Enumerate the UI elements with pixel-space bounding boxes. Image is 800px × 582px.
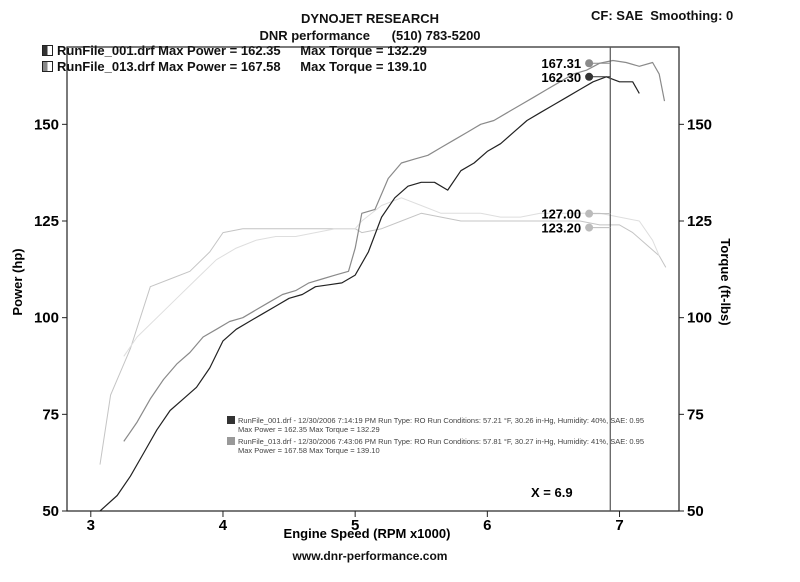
legend-max-torque: Max Torque = 139.10 xyxy=(300,59,427,74)
run-info-swatch-icon xyxy=(227,416,235,424)
cursor-readout: X = 6.9 xyxy=(531,485,573,500)
cursor-value-dot xyxy=(585,223,594,232)
legend-swatch-icon xyxy=(42,61,53,72)
y-tick-label: 150 xyxy=(34,116,59,133)
x-tick-label: 3 xyxy=(87,517,95,534)
y2-axis-label: Torque (ft-lbs) xyxy=(718,238,733,325)
run-info-box: RunFile_001.drf - 12/30/2006 7:14:19 PM … xyxy=(227,416,644,455)
y-axis-label: Power (hp) xyxy=(10,248,25,315)
run-info-line: Max Power = 162.35 Max Torque = 132.29 xyxy=(238,425,380,434)
header-title: DYNOJET RESEARCH xyxy=(301,11,439,26)
legend-swatch-icon xyxy=(42,45,53,56)
y2-tick-label: 150 xyxy=(687,116,712,133)
cursor-value-label: 167.31 xyxy=(541,56,581,71)
x-tick-label: 6 xyxy=(483,517,491,534)
cursor-value-label: 127.00 xyxy=(541,207,581,222)
correction-factor-label: CF: SAE Smoothing: 0 xyxy=(591,8,734,23)
run-info-swatch-icon xyxy=(227,437,235,445)
cursor-value-dot xyxy=(585,59,594,68)
cursor-value-dot xyxy=(585,209,594,218)
x-axis-label: Engine Speed (RPM x1000) xyxy=(284,526,451,541)
y-tick-label: 75 xyxy=(42,406,59,423)
run-info-line: Max Power = 167.58 Max Torque = 139.10 xyxy=(238,446,380,455)
x-tick-label: 7 xyxy=(615,517,623,534)
y-tick-label: 125 xyxy=(34,213,59,230)
y-tick-label: 50 xyxy=(42,503,59,520)
run-info-line: RunFile_001.drf - 12/30/2006 7:14:19 PM … xyxy=(238,416,644,425)
series-line-power-run-013 xyxy=(123,59,666,442)
cursor-value-label: 162.30 xyxy=(541,70,581,85)
legend-max-power: Max Power = 167.58 xyxy=(158,59,281,74)
cursor-value-dot xyxy=(585,72,594,81)
y-tick-label: 100 xyxy=(34,310,59,327)
plot-frame xyxy=(66,46,680,512)
y2-tick-label: 125 xyxy=(687,213,712,230)
y2-tick-label: 50 xyxy=(687,503,704,520)
header-subtitle: DNR performance (510) 783-5200 xyxy=(259,28,481,43)
y2-tick-label: 100 xyxy=(687,310,712,327)
x-tick-label: 5 xyxy=(351,517,359,534)
legend-file: RunFile_013.drf xyxy=(57,59,155,74)
cursor-value-label: 123.20 xyxy=(541,221,581,236)
run-info-line: RunFile_013.drf - 12/30/2006 7:43:06 PM … xyxy=(238,437,644,446)
series-line-power-run-001 xyxy=(99,76,640,512)
y2-tick-label: 75 xyxy=(687,406,704,423)
series-line-torque-run-001 xyxy=(99,212,667,465)
footer-url: www.dnr-performance.com xyxy=(292,549,448,563)
legend-entry-run-013: RunFile_013.drf Max Power = 167.58 Max T… xyxy=(42,59,427,74)
x-tick-label: 4 xyxy=(219,517,228,534)
